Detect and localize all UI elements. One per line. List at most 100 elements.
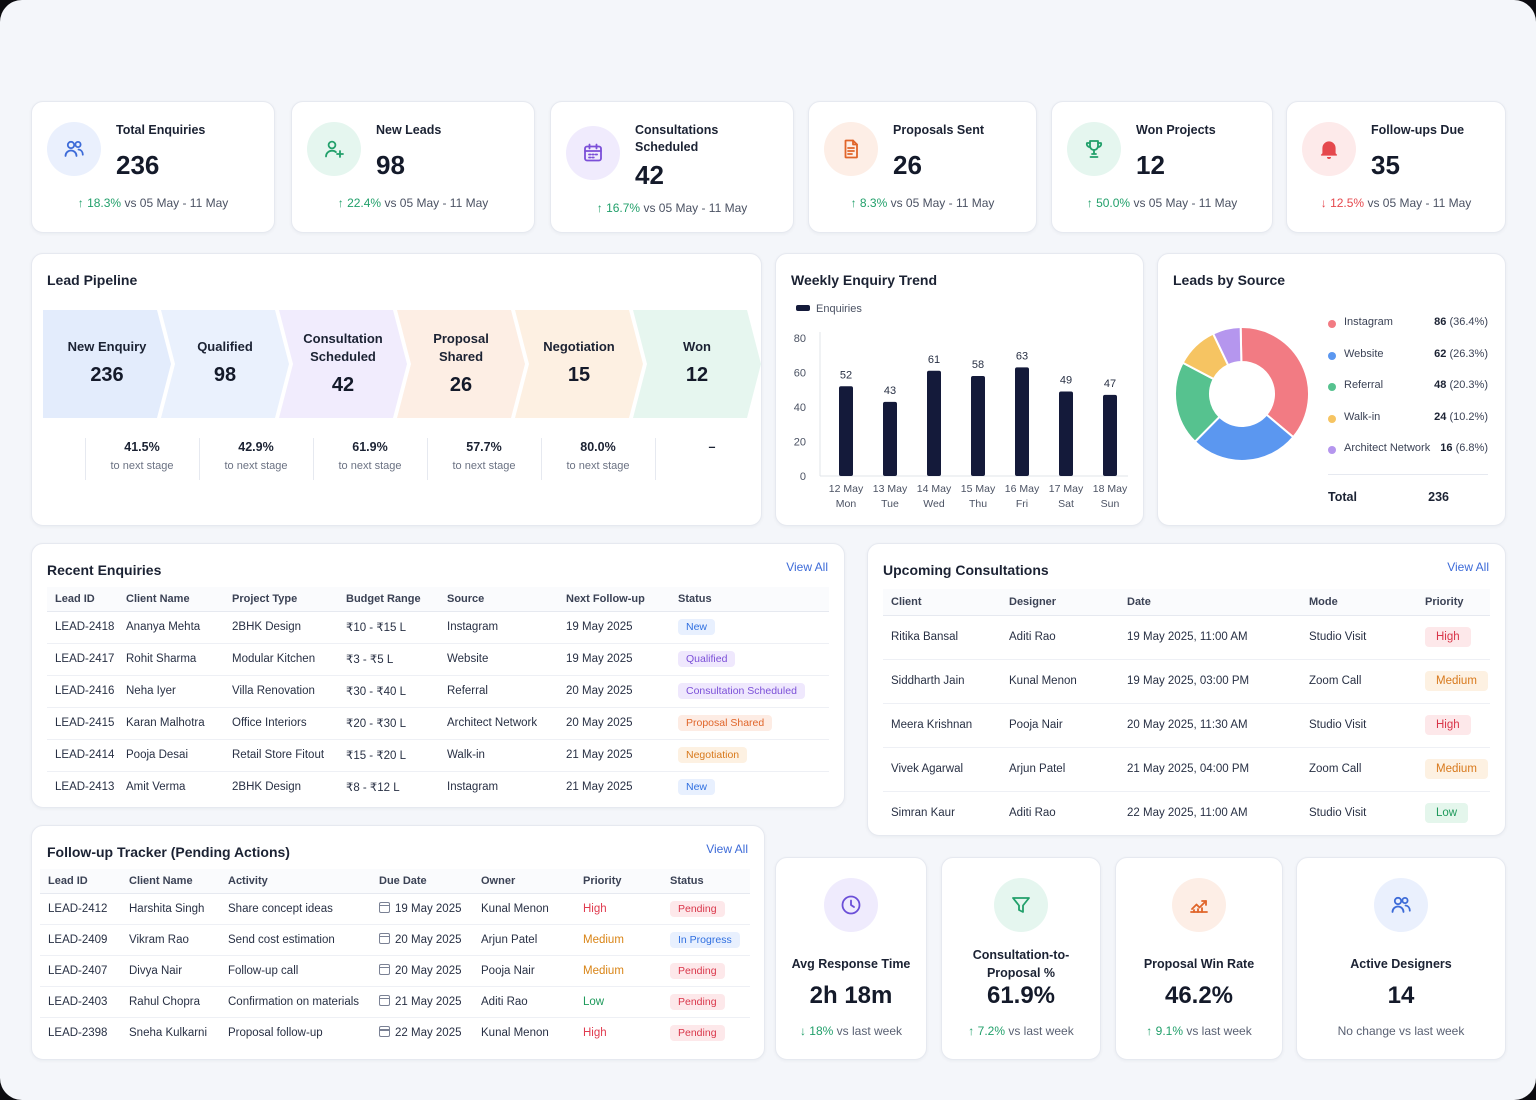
client-name: Vikram Rao — [129, 924, 228, 956]
date: 19 May 2025, 03:00 PM — [1127, 659, 1309, 704]
client-name: Harshita Singh — [129, 893, 228, 925]
designer: Kunal Menon — [1009, 659, 1127, 704]
kpi-change-pct: 50.0% — [1096, 196, 1131, 210]
pipeline-stage-won[interactable]: Won 12 — [633, 310, 761, 418]
conversion-divider — [85, 438, 86, 480]
trophy-icon — [1067, 122, 1121, 176]
table-row[interactable]: LEAD-2417 Rohit Sharma Modular Kitchen ₹… — [47, 643, 829, 676]
client: Vivek Agarwal — [883, 747, 1009, 792]
users-icon — [1374, 878, 1428, 932]
column-header[interactable]: Lead ID — [40, 869, 129, 894]
mode: Studio Visit — [1309, 615, 1425, 660]
column-header[interactable]: Activity — [228, 869, 379, 894]
legend-count: 86 — [1434, 316, 1447, 328]
next-follow-up: 20 May 2025 — [566, 675, 678, 708]
kpi-card-total-enquiries: Total Enquiries 236 ↑ 18.3% vs 05 May - … — [31, 101, 275, 233]
legend-count: 24 — [1434, 410, 1447, 423]
table-row[interactable]: Ritika Bansal Aditi Rao 19 May 2025, 11:… — [883, 615, 1490, 660]
calendar-icon — [379, 902, 390, 913]
client-name: Neha Iyer — [126, 675, 232, 708]
column-header[interactable]: Next Follow-up — [566, 587, 678, 612]
column-header[interactable]: Mode — [1309, 589, 1425, 616]
table-row[interactable]: LEAD-2412 Harshita Singh Share concept i… — [40, 893, 750, 925]
metric-change-suffix: No change vs last week — [1337, 1024, 1465, 1038]
table-row[interactable]: LEAD-2414 Pooja Desai Retail Store Fitou… — [47, 739, 829, 772]
x-tick-day: Fri — [1016, 498, 1028, 510]
designer: Aditi Rao — [1009, 615, 1127, 660]
pipeline-stage-consultation-scheduled[interactable]: Consultation Scheduled 42 — [279, 310, 407, 418]
column-header[interactable]: Status — [678, 587, 829, 612]
owner: Aditi Rao — [481, 986, 583, 1018]
column-header[interactable]: Client Name — [126, 587, 232, 612]
table-row[interactable]: LEAD-2413 Amit Verma 2BHK Design ₹8 - ₹1… — [47, 771, 829, 803]
table-row[interactable]: Vivek Agarwal Arjun Patel 21 May 2025, 0… — [883, 747, 1490, 792]
column-header[interactable]: Source — [447, 587, 566, 612]
kpi-label: New Leads — [376, 123, 442, 137]
column-header[interactable]: Date — [1127, 589, 1309, 616]
conversion-label: to next stage — [566, 460, 630, 472]
bar — [1103, 394, 1117, 476]
conversion-label: to next stage — [452, 460, 516, 472]
column-header[interactable]: Due Date — [379, 869, 481, 894]
due-date: 20 May 2025 — [395, 934, 462, 946]
source-donut-chart — [1174, 325, 1310, 462]
pipeline-stage-proposal-shared[interactable]: Proposal Shared 26 — [397, 310, 525, 418]
legend-dot — [1328, 351, 1336, 360]
legend-count: 16 — [1440, 442, 1453, 454]
metric-label-text: Avg Response Time — [791, 957, 911, 971]
y-tick-label: 0 — [800, 471, 806, 483]
calendar-icon — [379, 995, 390, 1006]
stage-value: 98 — [213, 364, 237, 386]
source: Instagram — [447, 611, 566, 644]
document-icon — [824, 122, 878, 176]
column-header[interactable]: Priority — [1425, 589, 1490, 616]
recent-view-all-link[interactable]: View All — [786, 560, 828, 574]
client-name: Rohit Sharma — [126, 643, 232, 676]
pipeline-stage-qualified[interactable]: Qualified 98 — [161, 310, 289, 418]
table-row[interactable]: LEAD-2415 Karan Malhotra Office Interior… — [47, 707, 829, 740]
y-tick-label: 40 — [794, 402, 806, 414]
column-header[interactable]: Priority — [583, 869, 670, 894]
metric-change-pct: 18% — [809, 1024, 834, 1038]
column-header[interactable]: Owner — [481, 869, 583, 894]
table-row[interactable]: LEAD-2398 Sneha Kulkarni Proposal follow… — [40, 1017, 750, 1048]
column-header[interactable]: Designer — [1009, 589, 1127, 616]
status-badge: Pending — [670, 993, 725, 1010]
lead-id: LEAD-2417 — [47, 643, 126, 676]
table-row[interactable]: LEAD-2407 Divya Nair Follow-up call 20 M… — [40, 955, 750, 987]
column-header[interactable]: Lead ID — [47, 587, 126, 612]
legend-swatch — [796, 305, 810, 311]
column-header[interactable]: Client Name — [129, 869, 228, 894]
trend-up-icon — [1172, 878, 1226, 932]
table-row[interactable]: LEAD-2418 Ananya Mehta 2BHK Design ₹10 -… — [47, 611, 829, 644]
table-row[interactable]: Meera Krishnan Pooja Nair 20 May 2025, 1… — [883, 703, 1490, 748]
x-tick-label: 16 May — [1005, 483, 1040, 495]
table-row[interactable]: LEAD-2409 Vikram Rao Send cost estimatio… — [40, 924, 750, 956]
arrow-up-icon: ↑ — [1146, 1024, 1153, 1038]
column-header[interactable]: Project Type — [232, 587, 346, 612]
date: 20 May 2025, 11:30 AM — [1127, 703, 1309, 748]
kpi-label: Won Projects — [1136, 123, 1216, 137]
table-row[interactable]: LEAD-2416 Neha Iyer Villa Renovation ₹30… — [47, 675, 829, 708]
column-header[interactable]: Budget Range — [346, 587, 447, 612]
budget-range: ₹30 - ₹40 L — [346, 675, 447, 708]
column-header[interactable]: Status — [670, 869, 750, 894]
followup-view-all-link[interactable]: View All — [706, 842, 748, 856]
due-date: 20 May 2025 — [395, 965, 462, 977]
kpi-label: Follow-ups Due — [1371, 123, 1465, 137]
column-header[interactable]: Client — [883, 589, 1009, 616]
pipeline-stage-new-enquiry[interactable]: New Enquiry 236 — [43, 310, 171, 418]
client: Meera Krishnan — [883, 703, 1009, 748]
bar — [1015, 367, 1029, 476]
calendar-icon — [379, 964, 390, 975]
table-row[interactable]: Simran Kaur Aditi Rao 22 May 2025, 11:00… — [883, 791, 1490, 835]
pipeline-stage-negotiation[interactable]: Negotiation 15 — [515, 310, 643, 418]
lead-id: LEAD-2407 — [40, 955, 129, 987]
consult-view-all-link[interactable]: View All — [1447, 560, 1489, 574]
kpi-change-period: vs 05 May - 11 May — [1364, 196, 1472, 210]
conversion-rate: 61.9% to next stage — [313, 440, 427, 472]
table-row[interactable]: Siddharth Jain Kunal Menon 19 May 2025, … — [883, 659, 1490, 704]
priority-badge: Medium — [1425, 759, 1488, 779]
table-row[interactable]: LEAD-2403 Rahul Chopra Confirmation on m… — [40, 986, 750, 1018]
kpi-card-won-projects: Won Projects 12 ↑ 50.0% vs 05 May - 11 M… — [1051, 101, 1273, 233]
